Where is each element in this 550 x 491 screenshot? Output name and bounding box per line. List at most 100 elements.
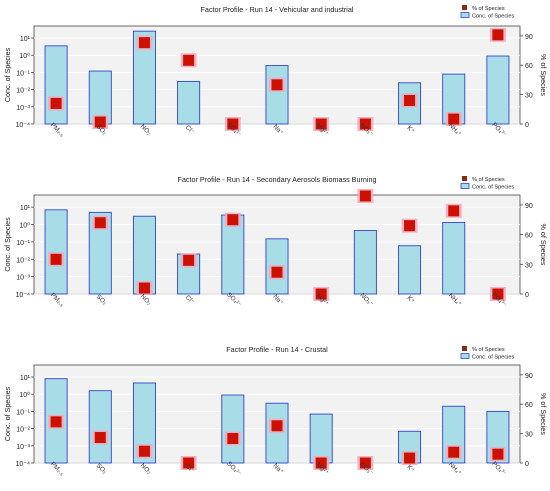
y-axis-label: Conc. of Species [3, 386, 12, 441]
percent-marker [94, 432, 106, 444]
conc-bar [177, 80, 201, 125]
y2-tick-label: 60 [525, 402, 533, 409]
percent-marker [50, 416, 62, 428]
percent-marker [227, 433, 239, 444]
conc-bar [309, 413, 333, 464]
category-label: Cl⁻ [184, 124, 196, 136]
y-tick-label: 10⁻³ [16, 444, 30, 451]
y-tick-label: 10⁻⁴ [16, 292, 31, 299]
y2-tick-label: 30 [525, 262, 533, 269]
percent-marker [271, 420, 283, 432]
legend-label: % of Species [472, 6, 505, 12]
percent-marker [183, 457, 195, 469]
category-label: K⁺ [405, 464, 415, 474]
conc-bar [353, 230, 377, 295]
category-label: K⁺ [405, 295, 415, 305]
y2-tick-label: 90 [525, 373, 533, 380]
y2-tick-label: 60 [525, 233, 533, 240]
category-label: K⁺ [405, 125, 415, 135]
percent-marker [315, 118, 327, 130]
category-label: Na⁺ [272, 293, 285, 306]
percent-marker [183, 54, 195, 66]
y-tick-label: 10⁻⁴ [16, 461, 31, 468]
y2-axis-label: % of Species [539, 224, 548, 266]
chart-title: Factor Profile - Run 14 - Crustal [226, 345, 328, 354]
bar-swatch-icon [460, 183, 470, 189]
legend-label: Conc. of Species [472, 355, 514, 361]
percent-marker [448, 205, 460, 217]
y2-axis-label: % of Species [539, 54, 548, 96]
category-label: NO₂ [139, 123, 153, 137]
y2-tick-label: 60 [525, 63, 533, 70]
y2-tick-label: 30 [525, 93, 533, 100]
y2-axis-label: % of Species [539, 393, 548, 435]
category-label: NO₂ [139, 462, 153, 476]
conc-bar [88, 390, 112, 464]
y-tick-label: 10¹ [20, 36, 31, 43]
chart-panel-1: Factor Profile - Run 14 - Vehicular and … [3, 5, 548, 139]
y-tick-label: 10⁰ [19, 52, 30, 60]
conc-bar [88, 211, 112, 295]
legend-label: Conc. of Species [472, 14, 514, 20]
y-tick-label: 10¹ [20, 205, 31, 212]
chart-title: Factor Profile - Run 14 - Secondary Aero… [178, 175, 377, 184]
conc-bar [398, 245, 422, 295]
percent-marker [492, 288, 504, 300]
square-marker-icon [462, 176, 467, 181]
chart-title: Factor Profile - Run 14 - Vehicular and … [200, 5, 353, 14]
y2-tick-label: 30 [525, 432, 533, 439]
conc-bar [132, 382, 156, 464]
conc-bar [221, 214, 245, 295]
percent-marker [448, 446, 460, 458]
conc-bar [486, 55, 510, 125]
percent-marker [359, 457, 371, 469]
percent-marker [138, 445, 150, 457]
y2-tick-label: 90 [525, 203, 533, 210]
percent-marker [271, 266, 283, 278]
y2-tick-label: 0 [525, 461, 529, 468]
y-tick-label: 10⁰ [19, 222, 30, 230]
y-tick-label: 10⁻² [16, 257, 30, 264]
y-tick-label: 10¹ [20, 375, 31, 382]
square-marker-icon [462, 346, 467, 351]
percent-marker [94, 116, 106, 128]
square-marker-icon [462, 5, 467, 10]
category-label: Na⁺ [272, 123, 285, 136]
bar-swatch-icon [460, 12, 470, 18]
y-tick-label: 10⁻³ [16, 105, 30, 112]
chart-panel-2: Factor Profile - Run 14 - Secondary Aero… [3, 175, 548, 309]
percent-marker [315, 288, 327, 300]
percent-marker [315, 457, 327, 469]
percent-marker [404, 220, 416, 232]
percent-marker [138, 37, 150, 49]
conc-bar [132, 30, 156, 125]
percent-marker [359, 118, 371, 130]
conc-bar [221, 394, 245, 464]
category-label: Cl⁻ [184, 463, 196, 475]
percent-marker [404, 452, 416, 464]
y-tick-label: 10⁻² [16, 427, 30, 434]
y-axis-label: Conc. of Species [3, 217, 12, 272]
percent-marker [404, 94, 416, 106]
category-label: Na⁺ [272, 462, 285, 475]
percent-marker [492, 448, 504, 460]
y-tick-label: 10⁻¹ [16, 409, 30, 416]
y-tick-label: 10⁰ [19, 391, 30, 399]
percent-marker [183, 254, 195, 266]
conc-bar [265, 65, 289, 125]
conc-bar [442, 222, 466, 295]
category-label: NO₂ [139, 293, 153, 307]
y-tick-label: 10⁻⁴ [16, 122, 31, 129]
conc-bar [265, 402, 289, 464]
category-label: Cl⁻ [184, 294, 196, 306]
y2-tick-label: 0 [525, 292, 529, 299]
percent-marker [138, 282, 150, 294]
y2-tick-label: 0 [525, 122, 529, 129]
percent-marker [492, 29, 504, 41]
percent-marker [359, 190, 371, 202]
bar-swatch-icon [460, 353, 470, 359]
y-tick-label: 10⁻¹ [16, 240, 30, 247]
chart-panel-3: Factor Profile - Run 14 - Crustal 10⁻⁴ 10⁻… [3, 345, 548, 478]
conc-bar [44, 45, 68, 125]
